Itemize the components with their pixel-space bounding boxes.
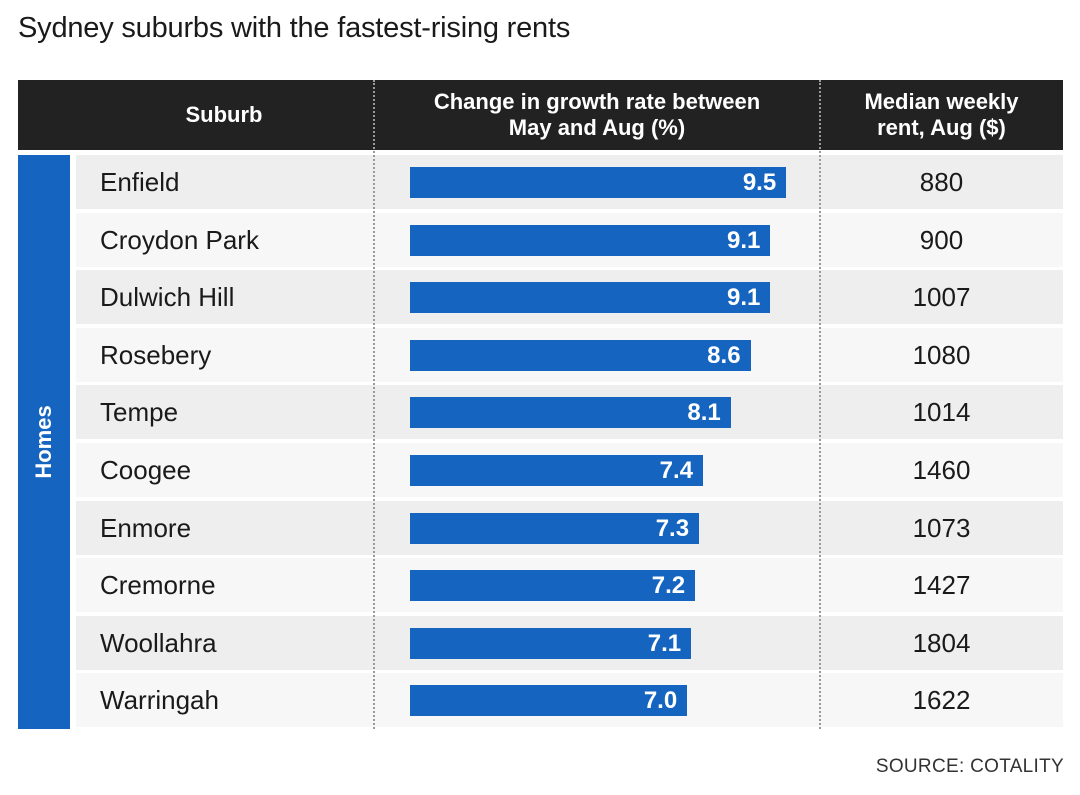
growth-bar: 7.0 [410,685,688,717]
suburb-label: Cremorne [100,570,216,601]
suburb-label: Enmore [100,512,192,543]
table-row: Rosebery 8.6 1080 [76,327,1063,382]
rent-value: 1007 [912,282,971,313]
suburb-label: Croydon Park [100,224,259,255]
suburb-label: Enfield [100,167,180,197]
suburb-label: Warringah [100,685,219,716]
header-rent-line2: rent, Aug ($) [877,115,1006,140]
column-divider [819,80,821,729]
header-growth-line1: Change in growth rate between [433,89,761,114]
rent-value: 900 [919,224,964,255]
table-row: Cremorne 7.2 1427 [76,558,1063,613]
table-row: Dulwich Hill 9.1 1007 [76,270,1063,325]
growth-value-label: 9.1 [726,284,761,312]
growth-value-label: 7.3 [655,514,690,542]
table-row: Woollahra 7.1 1804 [76,615,1063,670]
suburb-label: Coogee [100,455,192,485]
growth-bar: 9.1 [410,224,771,256]
table-row: Coogee 7.4 1460 [76,443,1063,497]
growth-bar: 9.5 [410,167,787,198]
chart-title: Sydney suburbs with the fastest-rising r… [18,12,571,44]
rent-value: 1622 [912,685,971,716]
growth-bar: 7.3 [410,512,700,544]
suburb-label: Dulwich Hill [100,282,235,313]
header-rent-line1: Median weekly [864,89,1019,114]
table-row: Croydon Park 9.1 900 [76,212,1063,267]
suburb-label: Tempe [100,397,179,428]
suburb-label: Rosebery [100,339,212,370]
growth-value-label: 9.5 [742,169,777,196]
table-row: Enmore 7.3 1073 [76,500,1063,555]
header-growth-line2: May and Aug (%) [508,115,686,140]
rent-value: 1080 [912,339,971,370]
growth-value-label: 7.2 [651,572,686,600]
rent-value: 880 [919,167,964,197]
growth-bar: 7.1 [410,627,692,659]
table-row: Tempe 8.1 1014 [76,385,1063,440]
table-row: Warringah 7.0 1622 [76,673,1063,728]
growth-bar: 7.4 [410,455,704,486]
header-rent: Median weekly rent, Aug ($) [820,80,1063,150]
growth-value-label: 9.1 [726,226,761,254]
side-category-band [18,155,70,729]
header-suburb: Suburb [185,102,263,127]
suburb-label: Woollahra [100,627,217,658]
table-row: Enfield 9.5 880 [76,155,1063,209]
growth-bar: 8.1 [410,397,731,429]
column-divider [373,80,375,729]
source-note: SOURCE: COTALITY [875,756,1064,777]
rent-value: 1014 [912,397,971,428]
growth-bar: 8.6 [410,339,751,371]
growth-bar: 7.2 [410,570,696,602]
table-header: Suburb Change in growth rate between May… [18,80,1063,150]
growth-bar: 9.1 [410,282,771,314]
rent-value: 1460 [912,455,971,485]
growth-value-label: 7.0 [643,687,678,715]
growth-value-label: 7.1 [647,629,682,657]
header-growth: Change in growth rate between May and Au… [374,80,820,150]
growth-value-label: 8.1 [687,399,721,427]
rent-value: 1804 [912,627,971,658]
rent-value: 1427 [912,570,971,601]
growth-value-label: 7.4 [659,457,694,484]
rent-value: 1073 [912,512,971,543]
growth-value-label: 8.6 [707,341,741,369]
side-category-label: Homes [31,405,56,479]
